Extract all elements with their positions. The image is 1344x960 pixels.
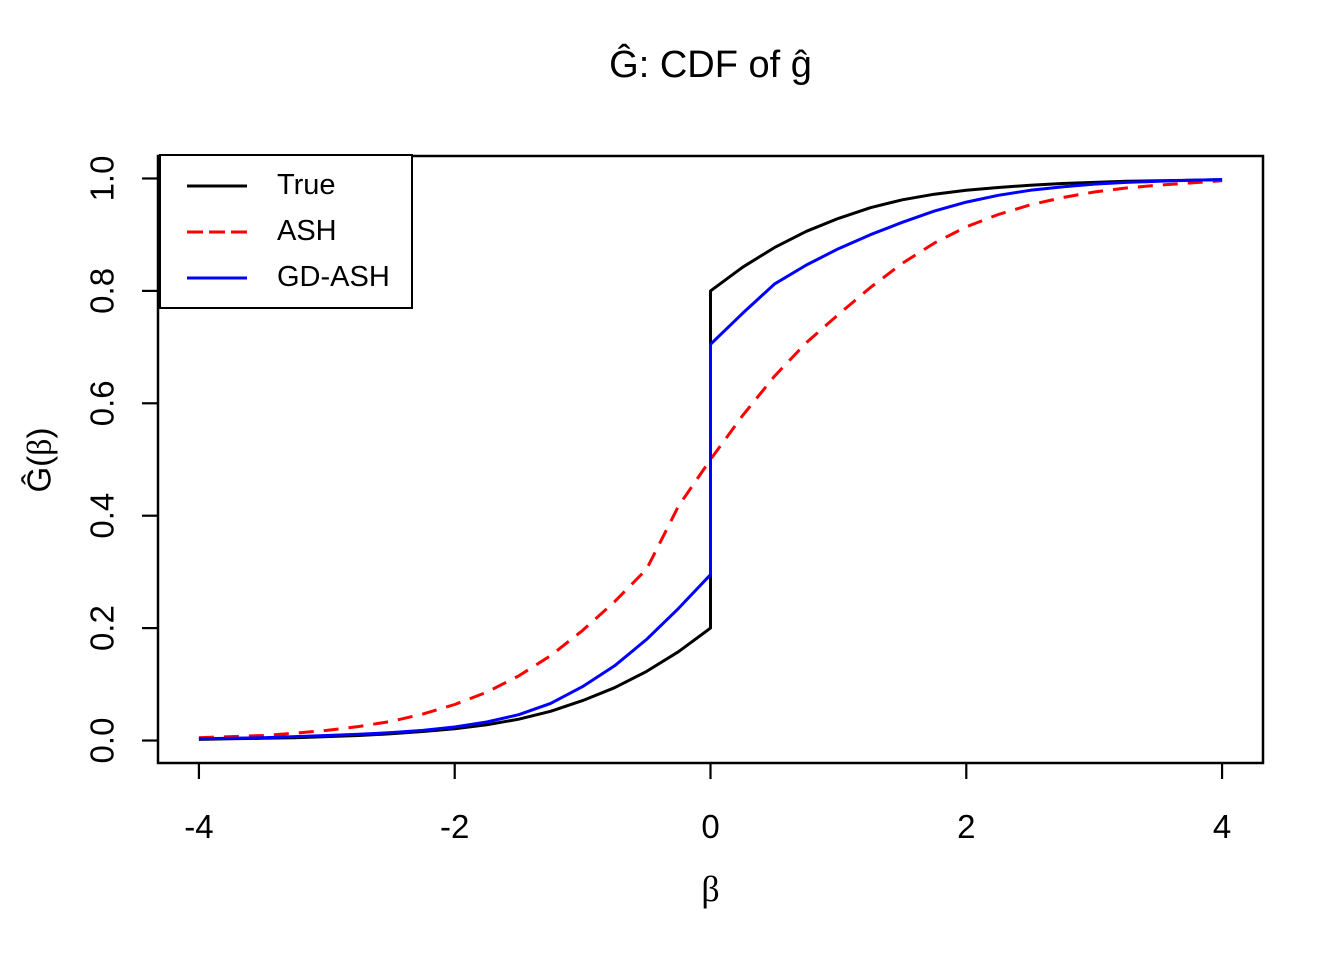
x-tick-label: 2 xyxy=(957,808,975,845)
series-line-ash xyxy=(198,179,1223,740)
legend-line-sample xyxy=(187,184,247,187)
legend-item-label: GD-ASH xyxy=(277,261,390,293)
y-axis-label-pre: Ĝ( xyxy=(20,455,58,493)
x-tick-label: 0 xyxy=(701,808,719,845)
legend-item-ash: ASH xyxy=(161,214,411,250)
y-tick-label: 0.4 xyxy=(84,493,121,539)
legend-item-label: ASH xyxy=(277,215,337,247)
legend-item-label: True xyxy=(277,169,336,201)
x-tick-label: -2 xyxy=(440,808,469,845)
x-axis-label: β xyxy=(701,869,720,909)
series-line-gd-ash xyxy=(198,178,1223,741)
legend-line-sample xyxy=(187,230,247,233)
x-tick-label: 4 xyxy=(1213,808,1231,845)
chart-title: Ĝ: CDF of ĝ xyxy=(609,44,812,86)
y-tick-label: 0.6 xyxy=(84,380,121,426)
legend-line-sample xyxy=(187,276,247,279)
y-tick-label: 0.2 xyxy=(84,605,121,651)
x-tick-label: -4 xyxy=(184,808,213,845)
y-tick-label: 0.0 xyxy=(84,718,121,764)
y-axis-label: Ĝ(β) xyxy=(21,428,60,493)
legend: True ASH GD-ASH xyxy=(159,154,413,309)
y-tick-label: 1.0 xyxy=(84,156,121,202)
y-axis-label-post: ) xyxy=(20,427,58,439)
y-tick-label: 0.8 xyxy=(84,268,121,314)
legend-item-true: True xyxy=(161,168,411,204)
legend-item-gd-ash: GD-ASH xyxy=(161,260,411,296)
y-axis-label-beta: β xyxy=(21,438,59,456)
